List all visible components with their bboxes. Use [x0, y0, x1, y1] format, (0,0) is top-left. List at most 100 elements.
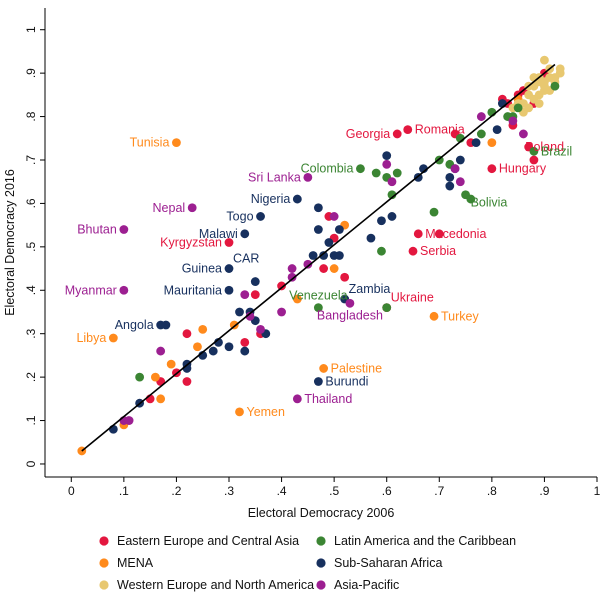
- legend-label: MENA: [117, 556, 154, 570]
- data-point: [292, 394, 302, 404]
- data-point: [540, 77, 549, 87]
- data-point: [108, 333, 118, 343]
- x-tick-label: .7: [434, 484, 444, 498]
- x-tick-label: .6: [382, 484, 392, 498]
- point-label: Yemen: [247, 405, 286, 419]
- data-points: [77, 55, 565, 456]
- legend-item: Asia-Pacific: [316, 578, 399, 592]
- point-label: Bhutan: [77, 222, 117, 236]
- legend-label: Eastern Europe and Central Asia: [117, 534, 299, 548]
- data-point: [319, 364, 329, 373]
- point-label: Malawi: [199, 227, 238, 241]
- point-label: Burundi: [325, 374, 368, 388]
- data-point: [450, 164, 460, 174]
- data-point: [529, 146, 539, 156]
- data-point: [335, 225, 344, 234]
- data-point: [245, 311, 255, 321]
- point-labels: Romania Georgia Poland Hungary Macedonia Serb…: [65, 123, 572, 419]
- data-point: [277, 281, 286, 291]
- legend-label: Latin America and the Caribbean: [334, 534, 516, 548]
- data-point: [313, 303, 323, 313]
- data-point: [377, 216, 386, 226]
- legend-marker: [316, 536, 326, 546]
- data-point: [224, 342, 234, 352]
- x-axis-title: Electoral Democracy 2006: [248, 506, 395, 520]
- point-label: Ukraine: [391, 291, 434, 305]
- legend-marker: [316, 558, 326, 568]
- legend-label: Western Europe and North America: [117, 578, 314, 592]
- data-point: [550, 81, 560, 91]
- legend-label: Asia-Pacific: [334, 578, 399, 592]
- data-point: [313, 225, 323, 234]
- data-point: [198, 324, 208, 334]
- data-point: [124, 416, 134, 425]
- point-label: Zambia: [349, 282, 391, 296]
- legend-marker: [316, 580, 326, 590]
- data-point: [382, 151, 392, 161]
- data-point: [519, 129, 528, 139]
- data-point: [455, 177, 465, 187]
- data-point: [172, 138, 181, 148]
- data-point: [392, 129, 402, 139]
- data-point: [287, 264, 297, 273]
- data-point: [277, 307, 286, 317]
- y-tick-label: .2: [24, 372, 38, 382]
- legend-marker: [99, 558, 109, 568]
- x-tick-label: .9: [539, 484, 549, 498]
- data-point: [413, 229, 423, 239]
- y-axis-ticks: 0 .1 .2 .3 .4 .5 .6 .7 .8 .9 1: [24, 26, 45, 467]
- data-point: [324, 238, 334, 247]
- point-label: Kyrgyzstan: [160, 236, 222, 250]
- data-point: [403, 125, 413, 134]
- data-point: [387, 177, 397, 187]
- data-point: [466, 194, 476, 204]
- data-point: [382, 303, 392, 313]
- point-label: Brazil: [541, 144, 572, 158]
- data-point: [387, 190, 397, 200]
- point-label: Colombia: [301, 162, 354, 176]
- point-label: Macedonia: [425, 227, 486, 241]
- x-tick-label: .8: [487, 484, 497, 498]
- data-point: [235, 407, 244, 417]
- data-point: [540, 55, 549, 65]
- point-label: Romania: [415, 123, 465, 137]
- data-point: [161, 320, 171, 330]
- data-point: [256, 324, 265, 334]
- point-label: CAR: [233, 252, 259, 266]
- x-tick-label: 0: [68, 484, 75, 498]
- y-tick-label: .5: [24, 242, 38, 252]
- point-label: Venezuela: [289, 289, 347, 303]
- y-tick-label: .3: [24, 328, 38, 338]
- data-point: [182, 329, 192, 339]
- data-point: [119, 285, 129, 295]
- point-label: Georgia: [346, 127, 391, 141]
- data-point: [329, 212, 339, 221]
- axes: 0 .1 .2 .3 .4 .5 .6 .7 .8 .9 1 0 .1 .2 .3 .4 .5 .6 .7 .8 .9…: [3, 8, 601, 520]
- legend-marker: [99, 580, 109, 590]
- data-point: [392, 168, 402, 178]
- x-tick-label: .2: [171, 484, 181, 498]
- point-label: Poland: [525, 140, 564, 154]
- data-point: [371, 168, 381, 178]
- y-tick-label: .7: [24, 155, 38, 165]
- data-point: [319, 264, 329, 273]
- data-point: [534, 99, 544, 108]
- data-point: [313, 203, 323, 213]
- data-point: [487, 138, 497, 148]
- data-point: [492, 125, 502, 134]
- y-axis-title: Electoral Democracy 2016: [3, 169, 17, 316]
- data-point: [287, 272, 297, 282]
- data-point: [224, 285, 234, 295]
- data-point: [529, 73, 539, 82]
- x-tick-label: 1: [594, 484, 601, 498]
- data-point: [193, 342, 202, 352]
- data-point: [476, 129, 486, 139]
- data-point: [119, 225, 129, 234]
- data-point: [235, 307, 244, 317]
- point-label: Serbia: [420, 244, 456, 258]
- data-point: [166, 359, 176, 369]
- data-point: [292, 194, 302, 204]
- legend-item: Eastern Europe and Central Asia: [99, 534, 299, 548]
- data-point: [455, 155, 465, 165]
- x-tick-label: .1: [119, 484, 129, 498]
